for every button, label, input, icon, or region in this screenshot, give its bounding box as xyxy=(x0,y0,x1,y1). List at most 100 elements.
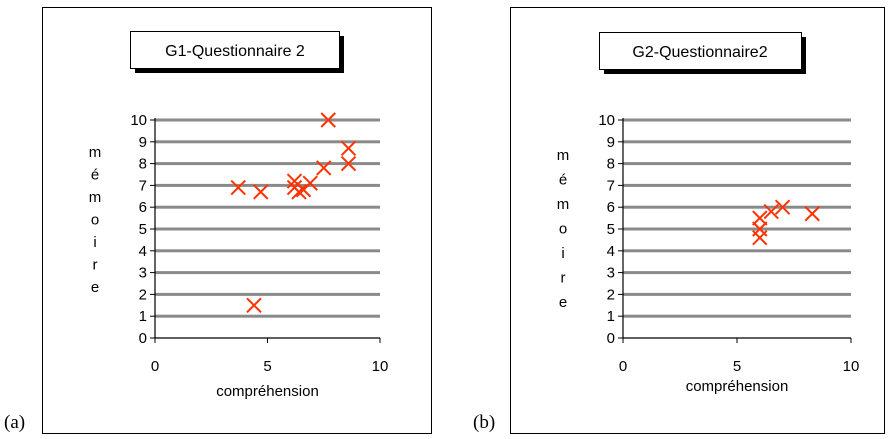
x-tick-label: 5 xyxy=(733,358,741,375)
data-point xyxy=(246,297,262,314)
y-tick-label: 2 xyxy=(607,286,615,303)
data-point xyxy=(340,155,357,172)
gridline xyxy=(623,227,851,231)
y-axis-label-letter: o xyxy=(91,212,99,229)
data-point xyxy=(774,199,791,215)
y-axis-label-letter: i xyxy=(561,245,564,262)
y-tick-label: 9 xyxy=(607,134,615,151)
data-point xyxy=(752,210,768,226)
data-point xyxy=(316,160,332,176)
y-axis-label-letter: e xyxy=(91,279,99,296)
gridline xyxy=(155,227,380,231)
gridline xyxy=(155,314,380,318)
y-tick-label: 1 xyxy=(139,308,147,325)
gridline xyxy=(155,271,380,275)
x-axis-label: compréhension xyxy=(216,383,319,400)
data-point-stroke xyxy=(320,112,336,128)
chart-b-title: G2-Questionnaire2 xyxy=(632,44,767,61)
x-tick-label: 10 xyxy=(843,358,860,375)
gridline xyxy=(155,140,380,144)
data-point-stroke xyxy=(340,140,357,157)
chart-a-frame xyxy=(42,7,432,434)
y-tick-label: 5 xyxy=(607,221,615,238)
data-point-stroke xyxy=(246,297,262,314)
data-point-stroke xyxy=(316,160,332,176)
data-point-stroke xyxy=(253,184,269,200)
gridline xyxy=(155,292,380,296)
data-point xyxy=(752,230,768,246)
panel-label-b: (b) xyxy=(473,412,496,433)
y-tick-label: 0 xyxy=(139,330,147,347)
y-tick-label: 10 xyxy=(598,112,615,129)
y-axis-label-letter: o xyxy=(559,221,567,238)
gridline xyxy=(623,292,851,296)
y-axis-label-letter: i xyxy=(93,234,96,251)
gridline xyxy=(155,205,380,209)
y-axis-label-letter: m xyxy=(89,189,102,206)
data-point-stroke xyxy=(230,179,246,196)
y-tick-label: 7 xyxy=(607,177,615,194)
gridline xyxy=(623,118,851,122)
gridline xyxy=(623,140,851,144)
y-tick-label: 6 xyxy=(139,199,147,216)
y-axis-label-letter: m xyxy=(89,144,102,161)
panel-label-a: (a) xyxy=(4,412,26,433)
y-tick-label: 1 xyxy=(607,308,615,325)
data-point xyxy=(763,203,779,220)
data-point-stroke xyxy=(752,230,768,246)
data-point-stroke xyxy=(774,199,791,215)
y-axis-label-letter: r xyxy=(93,257,98,274)
y-tick-label: 0 xyxy=(607,330,615,347)
chart-b-frame xyxy=(510,7,885,434)
y-tick-label: 4 xyxy=(607,243,615,260)
data-point xyxy=(230,179,246,196)
data-point-stroke xyxy=(340,155,357,172)
y-tick-label: 5 xyxy=(139,221,147,238)
data-point-stroke xyxy=(804,206,820,222)
y-tick-label: 3 xyxy=(607,265,615,282)
y-axis-label-letter: m xyxy=(557,196,570,213)
data-point-stroke xyxy=(286,173,303,189)
data-point-stroke xyxy=(752,210,768,226)
gridline xyxy=(623,183,851,187)
data-point-stroke xyxy=(302,175,318,191)
y-tick-label: 6 xyxy=(607,199,615,216)
gridline xyxy=(623,314,851,318)
data-point xyxy=(804,206,820,222)
gridline xyxy=(155,118,380,122)
x-tick-label: 0 xyxy=(151,358,159,375)
x-tick-label: 0 xyxy=(619,358,627,375)
y-tick-label: 8 xyxy=(139,156,147,173)
gridline xyxy=(623,271,851,275)
y-tick-label: 9 xyxy=(139,134,147,151)
x-tick-label: 5 xyxy=(263,358,271,375)
y-tick-label: 3 xyxy=(139,265,147,282)
data-point xyxy=(320,112,336,128)
y-axis-label-letter: e xyxy=(559,294,567,311)
y-tick-label: 7 xyxy=(139,177,147,194)
y-tick-label: 4 xyxy=(139,243,147,260)
data-point-stroke xyxy=(763,203,779,220)
x-tick-label: 10 xyxy=(372,358,389,375)
y-tick-label: 8 xyxy=(607,156,615,173)
y-tick-label: 2 xyxy=(139,286,147,303)
gridline xyxy=(623,249,851,253)
data-point xyxy=(291,184,307,200)
chart-a-title: G1-Questionnaire 2 xyxy=(165,43,305,60)
x-axis-label: compréhension xyxy=(686,378,789,395)
gridline xyxy=(623,205,851,209)
y-axis-label-letter: m xyxy=(557,147,570,164)
data-point-stroke xyxy=(291,184,307,200)
data-point xyxy=(340,140,357,157)
chart-a-title-box xyxy=(130,31,340,69)
gridline xyxy=(155,249,380,253)
y-axis-label-letter: é xyxy=(91,167,99,184)
chart-b-title-box xyxy=(599,32,802,70)
y-tick-label: 10 xyxy=(130,112,147,129)
gridline xyxy=(623,162,851,166)
data-point xyxy=(302,175,318,191)
y-axis-label-letter: r xyxy=(561,270,566,287)
